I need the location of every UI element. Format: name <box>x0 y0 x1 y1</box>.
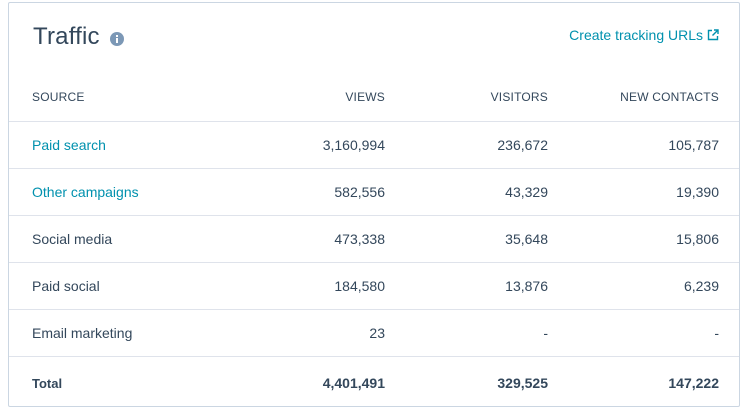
total-visitors: 329,525 <box>497 375 548 391</box>
total-label: Total <box>32 375 63 391</box>
table-row: Other campaigns 582,556 43,329 19,390 <box>9 168 739 216</box>
cell-new-contacts: 105,787 <box>548 121 739 169</box>
table-header-row: Source Views Visitors New contacts <box>9 73 739 122</box>
cell-views: 3,160,994 <box>252 121 385 169</box>
card-title: Traffic <box>33 23 100 50</box>
table-row: Social media 473,338 35,648 15,806 <box>9 215 739 263</box>
total-row: Total 4,401,491 329,525 147,222 <box>9 357 739 410</box>
column-header-source: Source <box>9 73 252 122</box>
cell-visitors: - <box>385 309 548 357</box>
title-group: Traffic <box>33 23 124 51</box>
source-link-other-campaigns[interactable]: Other campaigns <box>32 184 139 200</box>
cell-views: 184,580 <box>252 262 385 310</box>
source-link-paid-search[interactable]: Paid search <box>32 137 106 153</box>
cell-visitors: 43,329 <box>385 168 548 216</box>
cell-visitors: 35,648 <box>385 215 548 263</box>
cell-visitors: 13,876 <box>385 262 548 310</box>
cell-source: Social media <box>9 215 252 263</box>
cell-new-contacts: 19,390 <box>548 168 739 216</box>
external-link-icon <box>707 29 719 41</box>
total-new-contacts: 147,222 <box>668 375 719 391</box>
create-tracking-urls-link[interactable]: Create tracking URLs <box>569 27 719 43</box>
cell-views: 23 <box>252 309 385 357</box>
cell-source: Paid social <box>9 262 252 310</box>
column-header-visitors: Visitors <box>385 73 548 122</box>
create-tracking-urls-label[interactable]: Create tracking URLs <box>569 27 703 43</box>
cell-new-contacts: 6,239 <box>548 262 739 310</box>
cell-visitors: 236,672 <box>385 121 548 169</box>
column-header-new-contacts: New contacts <box>548 73 739 122</box>
table-row: Email marketing 23 - - <box>9 309 739 357</box>
column-header-views: Views <box>252 73 385 122</box>
cell-views: 582,556 <box>252 168 385 216</box>
total-views: 4,401,491 <box>322 375 385 391</box>
traffic-card: Traffic Create tracking URLs Source View… <box>8 2 740 407</box>
table-row: Paid search 3,160,994 236,672 105,787 <box>9 121 739 169</box>
info-icon[interactable] <box>109 32 124 46</box>
cell-views: 473,338 <box>252 215 385 263</box>
cell-source: Email marketing <box>9 309 252 357</box>
cell-new-contacts: - <box>548 309 739 357</box>
cell-new-contacts: 15,806 <box>548 215 739 263</box>
card-header: Traffic Create tracking URLs <box>33 21 719 53</box>
traffic-table: Source Views Visitors New contacts Paid … <box>9 73 739 409</box>
table-row: Paid social 184,580 13,876 6,239 <box>9 262 739 310</box>
